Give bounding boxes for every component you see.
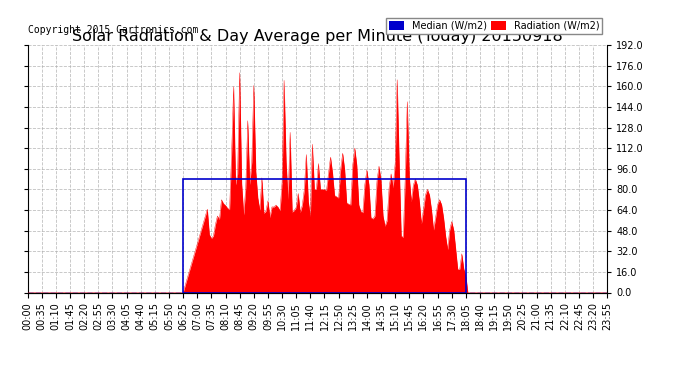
Title: Solar Radiation & Day Average per Minute (Today) 20150918: Solar Radiation & Day Average per Minute…: [72, 29, 563, 44]
Text: Copyright 2015 Cartronics.com: Copyright 2015 Cartronics.com: [28, 25, 198, 35]
Bar: [183, 179, 466, 292]
Legend: Median (W/m2), Radiation (W/m2): Median (W/m2), Radiation (W/m2): [386, 18, 602, 33]
